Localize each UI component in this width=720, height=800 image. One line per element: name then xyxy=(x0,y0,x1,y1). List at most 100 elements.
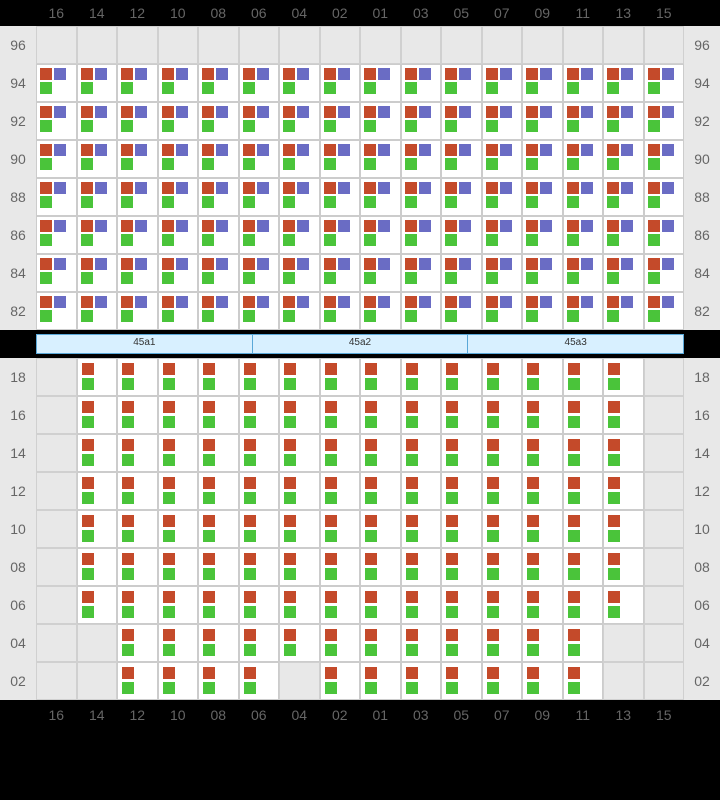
grid-cell[interactable] xyxy=(239,292,280,330)
grid-cell[interactable] xyxy=(401,548,442,586)
grid-cell[interactable] xyxy=(239,662,280,700)
grid-cell[interactable] xyxy=(360,662,401,700)
grid-cell[interactable] xyxy=(603,358,644,396)
grid-cell[interactable] xyxy=(239,358,280,396)
grid-cell[interactable] xyxy=(563,292,604,330)
grid-cell[interactable] xyxy=(441,586,482,624)
grid-cell[interactable] xyxy=(401,662,442,700)
grid-cell[interactable] xyxy=(360,26,401,64)
grid-cell[interactable] xyxy=(117,548,158,586)
grid-cell[interactable] xyxy=(77,140,118,178)
grid-cell[interactable] xyxy=(239,26,280,64)
grid-cell[interactable] xyxy=(482,140,523,178)
grid-cell[interactable] xyxy=(320,662,361,700)
grid-cell[interactable] xyxy=(644,358,685,396)
grid-cell[interactable] xyxy=(522,472,563,510)
grid-cell[interactable] xyxy=(401,64,442,102)
grid-cell[interactable] xyxy=(198,358,239,396)
grid-cell[interactable] xyxy=(441,510,482,548)
grid-cell[interactable] xyxy=(279,434,320,472)
grid-cell[interactable] xyxy=(320,102,361,140)
grid-cell[interactable] xyxy=(279,102,320,140)
grid-cell[interactable] xyxy=(401,178,442,216)
grid-cell[interactable] xyxy=(239,434,280,472)
grid-cell[interactable] xyxy=(441,624,482,662)
grid-cell[interactable] xyxy=(36,358,77,396)
grid-cell[interactable] xyxy=(603,548,644,586)
grid-cell[interactable] xyxy=(158,510,199,548)
grid-cell[interactable] xyxy=(77,472,118,510)
grid-cell[interactable] xyxy=(603,64,644,102)
grid-cell[interactable] xyxy=(603,292,644,330)
grid-cell[interactable] xyxy=(360,472,401,510)
grid-cell[interactable] xyxy=(563,140,604,178)
grid-cell[interactable] xyxy=(644,254,685,292)
grid-cell[interactable] xyxy=(279,254,320,292)
grid-cell[interactable] xyxy=(36,396,77,434)
grid-cell[interactable] xyxy=(158,102,199,140)
grid-cell[interactable] xyxy=(441,254,482,292)
grid-cell[interactable] xyxy=(320,358,361,396)
grid-cell[interactable] xyxy=(117,396,158,434)
grid-cell[interactable] xyxy=(360,548,401,586)
grid-cell[interactable] xyxy=(441,472,482,510)
grid-cell[interactable] xyxy=(320,178,361,216)
grid-cell[interactable] xyxy=(117,586,158,624)
grid-cell[interactable] xyxy=(239,510,280,548)
grid-cell[interactable] xyxy=(77,548,118,586)
grid-cell[interactable] xyxy=(401,140,442,178)
grid-cell[interactable] xyxy=(77,396,118,434)
grid-cell[interactable] xyxy=(482,26,523,64)
grid-cell[interactable] xyxy=(198,178,239,216)
grid-cell[interactable] xyxy=(320,434,361,472)
grid-cell[interactable] xyxy=(320,472,361,510)
grid-cell[interactable] xyxy=(441,64,482,102)
grid-cell[interactable] xyxy=(522,586,563,624)
grid-cell[interactable] xyxy=(239,254,280,292)
grid-cell[interactable] xyxy=(77,434,118,472)
grid-cell[interactable] xyxy=(320,216,361,254)
grid-cell[interactable] xyxy=(279,358,320,396)
grid-cell[interactable] xyxy=(117,216,158,254)
grid-cell[interactable] xyxy=(77,254,118,292)
grid-cell[interactable] xyxy=(36,102,77,140)
grid-cell[interactable] xyxy=(482,510,523,548)
grid-cell[interactable] xyxy=(401,396,442,434)
grid-cell[interactable] xyxy=(603,254,644,292)
grid-cell[interactable] xyxy=(401,254,442,292)
grid-cell[interactable] xyxy=(77,178,118,216)
grid-cell[interactable] xyxy=(644,140,685,178)
grid-cell[interactable] xyxy=(522,396,563,434)
grid-cell[interactable] xyxy=(522,434,563,472)
grid-cell[interactable] xyxy=(482,472,523,510)
grid-cell[interactable] xyxy=(563,396,604,434)
grid-cell[interactable] xyxy=(603,434,644,472)
grid-cell[interactable] xyxy=(158,472,199,510)
grid-cell[interactable] xyxy=(77,292,118,330)
grid-cell[interactable] xyxy=(360,396,401,434)
grid-cell[interactable] xyxy=(522,102,563,140)
grid-cell[interactable] xyxy=(36,434,77,472)
grid-cell[interactable] xyxy=(198,102,239,140)
grid-cell[interactable] xyxy=(644,434,685,472)
grid-cell[interactable] xyxy=(563,472,604,510)
grid-cell[interactable] xyxy=(644,102,685,140)
grid-cell[interactable] xyxy=(360,216,401,254)
grid-cell[interactable] xyxy=(198,548,239,586)
grid-cell[interactable] xyxy=(36,64,77,102)
grid-cell[interactable] xyxy=(158,216,199,254)
grid-cell[interactable] xyxy=(522,358,563,396)
grid-cell[interactable] xyxy=(198,26,239,64)
grid-cell[interactable] xyxy=(77,102,118,140)
grid-cell[interactable] xyxy=(401,358,442,396)
grid-cell[interactable] xyxy=(360,292,401,330)
grid-cell[interactable] xyxy=(198,254,239,292)
grid-cell[interactable] xyxy=(239,178,280,216)
grid-cell[interactable] xyxy=(158,624,199,662)
grid-cell[interactable] xyxy=(239,396,280,434)
grid-cell[interactable] xyxy=(158,434,199,472)
grid-cell[interactable] xyxy=(401,216,442,254)
grid-cell[interactable] xyxy=(603,472,644,510)
grid-cell[interactable] xyxy=(158,396,199,434)
grid-cell[interactable] xyxy=(401,586,442,624)
